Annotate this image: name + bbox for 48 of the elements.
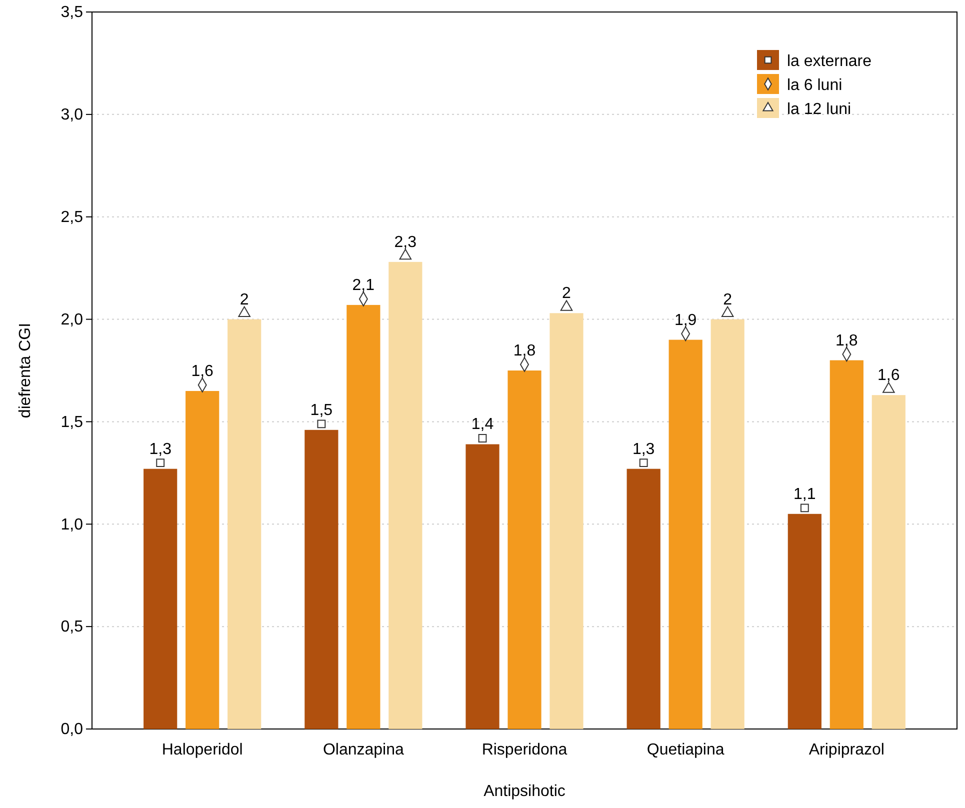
data-label: 2: [240, 291, 249, 308]
x-tick-label: Haloperidol: [162, 741, 243, 758]
data-label: 2: [562, 285, 572, 302]
bar: [550, 313, 584, 729]
data-label: 1,9: [674, 312, 697, 329]
bar: [304, 430, 338, 729]
legend-label: la 12 luni: [787, 101, 852, 118]
legend-label: la 6 luni: [787, 77, 842, 94]
y-tick-label: 2,5: [60, 208, 84, 226]
y-tick-label: 0,5: [60, 618, 84, 636]
bar: [228, 319, 262, 729]
bar: [668, 340, 702, 729]
y-tick-label: 1,5: [60, 414, 84, 431]
data-label: 2,1: [352, 276, 375, 294]
data-label: 1,1: [794, 486, 816, 503]
y-tick-label: 1,0: [60, 516, 84, 534]
bar: [466, 444, 500, 729]
x-tick-label: Quetiapina: [646, 741, 724, 758]
bar: [626, 468, 660, 729]
data-label: 2,3: [394, 234, 417, 251]
x-axis-title: Antipsihotic: [484, 783, 566, 800]
x-tick-label: Aripiprazol: [808, 741, 884, 758]
y-tick-label: 3,5: [60, 4, 84, 22]
data-label: 1,4: [471, 416, 494, 434]
bar: [186, 390, 220, 729]
bar: [872, 395, 906, 729]
data-label: 1,8: [513, 342, 536, 360]
bar: [710, 319, 744, 729]
data-label: 1,3: [632, 440, 655, 458]
bar: [788, 514, 822, 729]
x-tick-label: Olanzapina: [322, 741, 404, 758]
data-label: 1,6: [878, 367, 900, 384]
y-tick-label: 2,0: [60, 311, 84, 328]
data-label: 1,3: [149, 440, 172, 458]
x-tick-label: Risperidona: [482, 741, 568, 758]
data-label: 2: [723, 291, 732, 308]
legend-label: la externare: [787, 53, 872, 70]
bar: [508, 370, 542, 729]
data-label: 1,5: [310, 402, 333, 419]
bar: [144, 468, 178, 729]
bar: [830, 360, 864, 729]
y-tick-label: 3,0: [60, 106, 84, 124]
data-label: 1,8: [836, 332, 858, 350]
y-tick-label: 0,0: [60, 721, 84, 738]
data-label: 1,6: [191, 362, 214, 380]
y-axis-title: diefrenta CGI: [17, 322, 34, 418]
bar: [388, 262, 422, 729]
bar: [346, 304, 380, 729]
